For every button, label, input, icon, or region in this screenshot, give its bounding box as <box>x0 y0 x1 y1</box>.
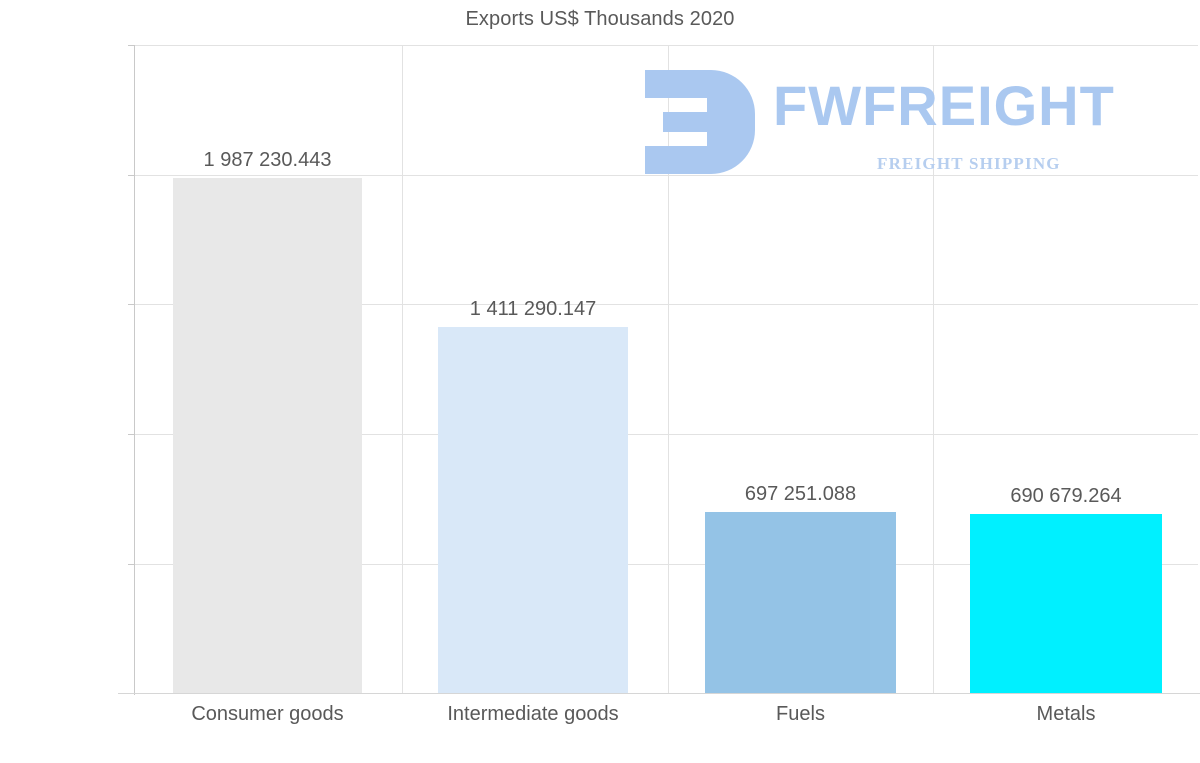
bar-value-label: 697 251.088 <box>744 483 857 506</box>
chart-title: Exports US$ Thousands 2020 <box>465 8 735 30</box>
x-axis-tick-label-intermediate-goods: Intermediate goods <box>447 703 619 725</box>
bar-metals[interactable] <box>970 513 1162 693</box>
x-axis-line <box>118 693 1200 694</box>
x-axis-tick-label-metals: Metals <box>1036 703 1096 725</box>
gridline-horizontal <box>134 45 1198 46</box>
gridline-horizontal <box>134 564 1198 565</box>
y-axis-tick-mark <box>128 175 135 176</box>
gridline-horizontal <box>134 304 1198 305</box>
y-axis-tick-mark <box>128 45 135 46</box>
y-axis-tick-mark <box>128 564 135 565</box>
y-axis-line <box>134 45 135 695</box>
bar-value-label: 1 987 230.443 <box>203 148 332 171</box>
gridline-horizontal <box>134 434 1198 435</box>
x-axis-tick-label-fuels: Fuels <box>776 703 825 725</box>
bar-consumer-goods[interactable] <box>173 177 362 693</box>
y-axis-tick-mark <box>128 304 135 305</box>
gridline-horizontal <box>134 175 1198 176</box>
bar-value-label: 690 679.264 <box>1010 484 1122 507</box>
y-axis-tick-mark <box>128 434 135 435</box>
bar-fuels[interactable] <box>705 512 896 693</box>
plot-area: 1 987 230.443 1 411 290.147 697 251.088 … <box>134 45 1198 693</box>
gridline-vertical <box>402 45 403 693</box>
gridline-vertical <box>933 45 934 693</box>
gridline-vertical <box>668 45 669 693</box>
bar-intermediate-goods[interactable] <box>438 327 628 693</box>
bar-value-label: 1 411 290.147 <box>469 298 597 321</box>
x-axis-tick-label-consumer-goods: Consumer goods <box>191 703 344 725</box>
